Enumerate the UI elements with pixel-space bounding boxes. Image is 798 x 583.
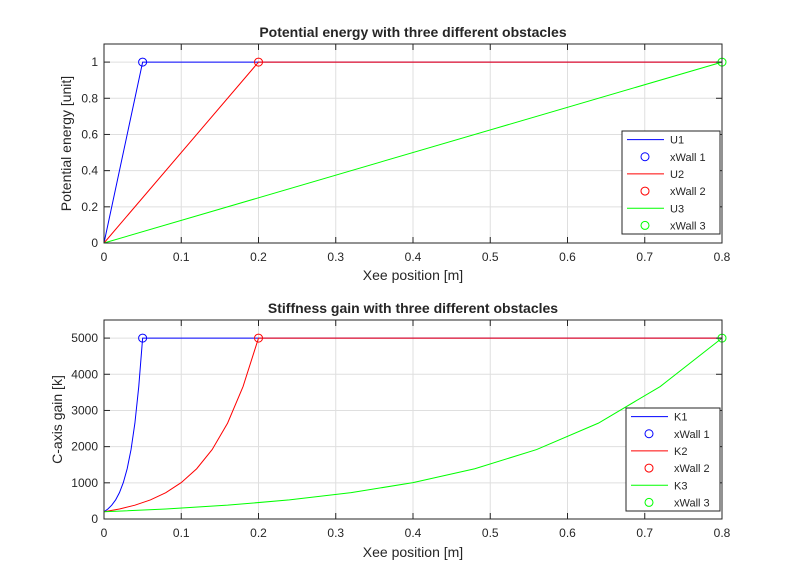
x-tick-label: 0.8 — [714, 250, 731, 264]
y-tick-label: 1000 — [71, 476, 98, 490]
x-tick-label: 0.2 — [250, 526, 267, 540]
series-line-u2 — [103, 61, 722, 244]
legend-entry-label: xWall 3 — [670, 220, 706, 232]
series-line-k2 — [103, 337, 722, 513]
x-tick-label: 0.5 — [482, 250, 499, 264]
ticks: 0 0.1 0.2 0.3 0.4 0.5 0.6 0.7 0.8 0 0.2 0.4 0.6 0.8 1 — [81, 44, 731, 264]
series-marker-xwall-2 — [254, 333, 263, 343]
y-tick-label: 0 — [91, 236, 98, 250]
stiffness-gain-axes: Stiffness gain with three different obst… — [49, 300, 731, 560]
legend-entry-label: xWall 2 — [674, 463, 710, 475]
x-tick-label: 0.8 — [714, 526, 731, 540]
y-tick-label: 2000 — [71, 440, 98, 454]
legend-entry-label: U1 — [670, 135, 684, 147]
y-tick-label: 0.8 — [81, 91, 98, 105]
series-marker-xwall-1 — [138, 57, 148, 67]
x-tick-label: 0.3 — [327, 250, 344, 264]
x-tick-label: 0.5 — [482, 526, 499, 540]
legend-marker-swatch — [644, 429, 654, 439]
legend-entry-label: xWall 1 — [674, 429, 710, 441]
x-axis-label: Xee position [m] — [363, 267, 463, 283]
y-tick-label: 1 — [91, 55, 98, 69]
y-tick-label: 0 — [91, 512, 98, 526]
x-tick-label: 0.7 — [636, 526, 653, 540]
series-group — [103, 333, 727, 513]
y-axis-label: Potential energy [unit] — [58, 76, 74, 211]
chart-title: Stiffness gain with three different obst… — [268, 300, 558, 316]
legend-entry-label: xWall 1 — [670, 152, 706, 164]
series-group — [103, 57, 727, 244]
y-tick-label: 3000 — [71, 403, 98, 417]
legend-marker-swatch — [640, 152, 650, 162]
legend-entry-label: xWall 2 — [670, 186, 706, 198]
series-line-k1 — [103, 337, 722, 513]
y-tick-label: 5000 — [71, 331, 98, 345]
legend-entry-label: K2 — [674, 446, 687, 458]
x-tick-label: 0.1 — [173, 250, 190, 264]
legend-marker-swatch — [640, 186, 650, 196]
legend-entry-label: K3 — [674, 480, 687, 492]
legend-entry-label: U2 — [670, 169, 684, 181]
x-tick-label: 0.3 — [327, 526, 344, 540]
chart-title: Potential energy with three different ob… — [259, 24, 567, 40]
y-tick-label: 0.6 — [81, 127, 98, 141]
legend-entry-label: U3 — [670, 203, 684, 215]
x-tick-label: 0.4 — [405, 526, 422, 540]
x-tick-label: 0.1 — [173, 526, 190, 540]
legend-marker-swatch — [644, 463, 654, 473]
legend-marker-swatch — [644, 497, 654, 507]
x-tick-label: 0 — [101, 526, 108, 540]
y-tick-label: 0.4 — [81, 164, 98, 178]
series-marker-xwall-1 — [138, 333, 148, 343]
legend-box — [625, 407, 721, 512]
series-line-k3 — [103, 337, 723, 513]
x-tick-label: 0.4 — [405, 250, 422, 264]
y-tick-label: 4000 — [71, 367, 98, 381]
legend: U1 xWall 1 U2 xWall 2 U3 xWall 3 — [621, 130, 721, 235]
legend-marker-swatch — [640, 220, 650, 230]
x-tick-label: 0.6 — [559, 526, 576, 540]
legend-box — [621, 130, 721, 235]
x-axis-label: Xee position [m] — [363, 544, 463, 560]
y-tick-label: 0.2 — [81, 200, 98, 214]
x-tick-label: 0.6 — [559, 250, 576, 264]
x-tick-label: 0.2 — [250, 250, 267, 264]
series-line-u3 — [103, 61, 723, 244]
series-marker-xwall-2 — [254, 57, 263, 67]
x-tick-label: 0 — [101, 250, 108, 264]
y-axis-label: C-axis gain [k] — [49, 375, 65, 464]
legend-entry-label: K1 — [674, 412, 687, 424]
potential-energy-axes: Potential energy with three different ob… — [58, 24, 731, 283]
legend: K1 xWall 1 K2 xWall 2 K3 xWall 3 — [625, 407, 721, 512]
legend-entry-label: xWall 3 — [674, 497, 710, 509]
x-tick-label: 0.7 — [636, 250, 653, 264]
